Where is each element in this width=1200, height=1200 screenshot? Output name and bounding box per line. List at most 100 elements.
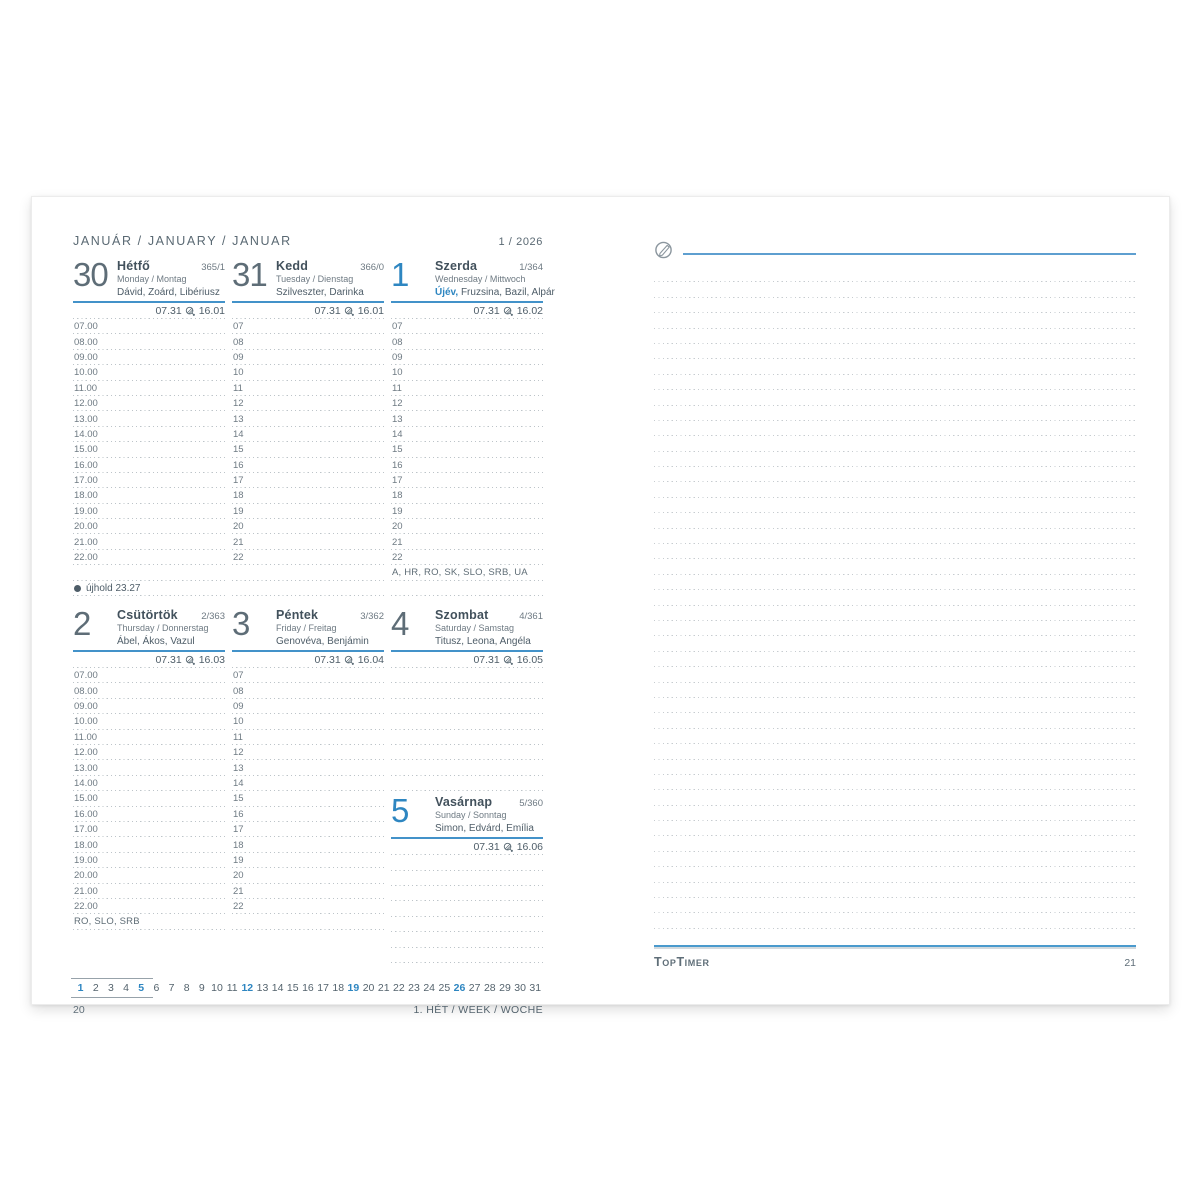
empty-row — [232, 914, 384, 931]
new-moon-icon — [74, 584, 81, 592]
note-line — [654, 621, 1136, 637]
sun-times: 07.31 16.02 — [391, 303, 543, 319]
note-line — [654, 636, 1136, 653]
hour-row: 09 — [232, 699, 384, 715]
note-line — [654, 529, 1136, 545]
note-line — [654, 436, 1136, 453]
note-line — [654, 513, 1136, 530]
empty-row — [232, 565, 384, 582]
note-line — [654, 452, 1136, 468]
note-line — [654, 298, 1136, 314]
empty-row — [391, 714, 543, 730]
mini-day: 25 — [438, 981, 451, 994]
hour-row: 21.00 — [73, 534, 225, 551]
note-line — [654, 729, 1136, 745]
day-divider — [391, 837, 543, 840]
mini-day: 7 — [168, 981, 175, 994]
day-name: Hétfő — [117, 259, 150, 273]
hour-row: 22 — [391, 550, 543, 566]
hour-row: 10 — [391, 365, 543, 381]
sunset-time: 16.01 — [198, 305, 225, 317]
current-week-box — [71, 977, 153, 998]
day-number: 30 — [73, 256, 109, 293]
sunset-time: 16.04 — [357, 654, 384, 667]
hour-row: 14 — [232, 776, 384, 792]
sun-times: 07.31 16.01 — [232, 303, 384, 319]
note-line — [654, 375, 1136, 391]
note-line — [654, 498, 1136, 514]
day-number: 31 — [232, 256, 268, 293]
empty-row — [391, 760, 543, 777]
note-line — [654, 821, 1136, 837]
namedays: Dávid, Zoárd, Libériusz — [117, 287, 220, 298]
hour-row: 08 — [232, 683, 384, 700]
day-number: 5 — [391, 792, 409, 830]
sunrise-time: 07.31 — [155, 654, 182, 667]
day-name: Vasárnap — [435, 795, 493, 810]
day-divider — [73, 301, 225, 303]
page-left: JANUÁR / JANUARY / JANUAR 1 / 2026 30 Hé… — [71, 234, 555, 1016]
note-line — [654, 329, 1136, 345]
hour-row: 16 — [391, 458, 543, 474]
day-grid-top: 30 Hétfő 365/1 Monday / Montag Dávid, Zoá… — [73, 256, 555, 597]
note-line — [654, 406, 1136, 422]
namedays: Simon, Edvárd, Emília — [435, 823, 534, 835]
note-line — [654, 667, 1136, 683]
hour-row: 07 — [232, 319, 384, 335]
hour-row: 13.00 — [73, 760, 225, 777]
hour-row: 22.00 — [73, 899, 225, 915]
mini-day: 13 — [256, 981, 269, 994]
pencil-circle-icon — [655, 241, 672, 258]
mini-day: 20 — [362, 981, 375, 994]
day-name-en-de: Friday / Freitag — [276, 623, 337, 634]
hour-row: 19 — [391, 504, 543, 520]
hour-row: 18.00 — [73, 837, 225, 854]
hour-row: 11 — [232, 730, 384, 746]
day-of-year: 5/360 — [519, 798, 543, 810]
day-header: 31 Kedd 366/0 Tuesday / Dienstag Szilvesz… — [232, 256, 384, 299]
empty-row — [391, 668, 543, 684]
hour-row: 07 — [232, 668, 384, 684]
day-divider — [232, 301, 384, 303]
day-name-en-de: Sunday / Sonntag — [435, 810, 507, 821]
hour-row: 15.00 — [73, 791, 225, 807]
day-of-year: 4/361 — [519, 611, 543, 623]
mini-day: 23 — [408, 981, 420, 994]
page-number-right: 21 — [1124, 956, 1136, 969]
note-line — [654, 313, 1136, 329]
mini-day: 29 — [499, 981, 511, 994]
mini-day: 10 — [211, 981, 223, 994]
day-divider — [391, 650, 543, 653]
empty-row — [391, 776, 543, 792]
empty-row — [391, 871, 543, 887]
hour-row: 12.00 — [73, 396, 225, 412]
hour-row: 17.00 — [73, 473, 225, 489]
sun-times: 07.31 16.03 — [73, 652, 225, 669]
mini-day: 15 — [286, 981, 299, 994]
mini-day: 17 — [317, 981, 329, 994]
brand-logo: TopTimer — [654, 954, 710, 969]
hour-row: 20 — [232, 519, 384, 535]
mini-day: 18 — [332, 981, 345, 994]
sunset-icon — [344, 306, 354, 316]
sunset-icon — [503, 655, 513, 665]
sunset-icon — [185, 655, 195, 665]
hour-row: 19.00 — [73, 853, 225, 869]
day-header: 1 Szerda 1/364 Wednesday / Mittwoch Újév,… — [391, 257, 555, 299]
mini-day: 14 — [271, 981, 284, 994]
hour-row: 22 — [232, 899, 384, 915]
month-day-strip: 1 2 3 4 5 6 7 8 9 10 11 12 13 14 15 16 17 18 19 20 21 22 23 24 2… — [71, 977, 543, 998]
mini-day: 24 — [423, 981, 436, 994]
sun-times: 07.31 16.01 — [73, 303, 225, 319]
hour-row: 16 — [232, 807, 384, 823]
empty-row — [232, 581, 384, 597]
mini-day: 3 — [107, 981, 114, 994]
note-line — [654, 867, 1136, 884]
hour-row: 16.00 — [73, 807, 225, 823]
sunset-time: 16.06 — [516, 841, 543, 854]
hour-row: 10 — [232, 714, 384, 730]
hour-grid: 07.00 08.00 09.00 10.00 11.00 12.00 13.00 14.00… — [73, 668, 225, 931]
day-grid-bottom: 2 Csütörtök 2/363 Thursday / Donnerstag Á… — [73, 606, 543, 964]
hour-row: 20 — [232, 868, 384, 884]
